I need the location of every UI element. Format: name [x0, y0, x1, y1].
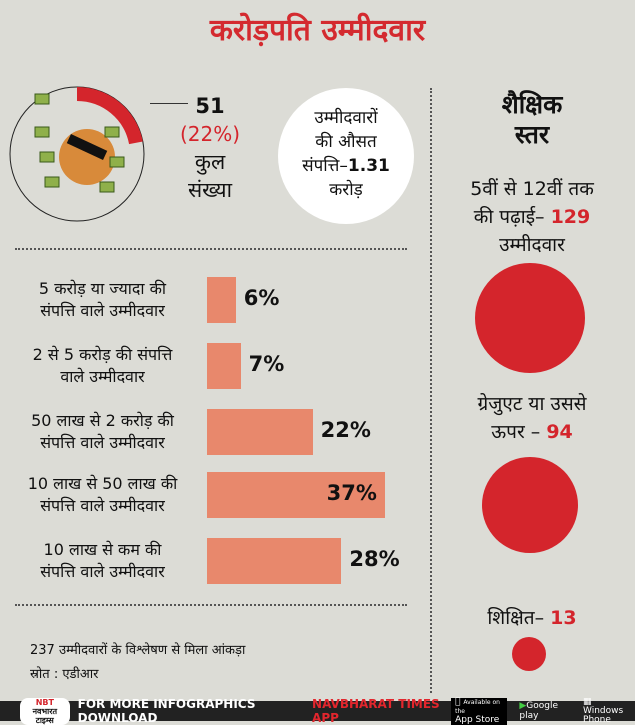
bar-category-label: 5 करोड़ या ज्यादा की संपत्ति वाले उम्मीदव… — [5, 278, 200, 322]
category-line: 10 लाख से 50 लाख की — [27, 474, 178, 493]
bar-value-label: 22% — [320, 418, 371, 442]
divider — [15, 604, 407, 606]
bar — [207, 277, 236, 323]
appstore-label: App Store — [455, 710, 499, 725]
bar-value-label: 37% — [326, 481, 377, 505]
bar-value-label: 7% — [248, 352, 285, 376]
connector-line — [150, 103, 188, 104]
count-percent: (22%) — [179, 122, 241, 146]
category-line: 10 लाख से कम की — [43, 540, 162, 559]
bar — [207, 472, 385, 518]
average-text: संपत्ति– — [302, 156, 348, 176]
count-value: 51 — [195, 94, 225, 118]
logo-text: NBT — [35, 697, 54, 707]
circle-12th — [475, 263, 585, 373]
edu-text: शिक्षित– — [487, 607, 545, 629]
count-summary: 51 (22%) कुल संख्या — [170, 92, 250, 204]
apple-icon:  — [455, 697, 460, 707]
bar-category-label: 10 लाख से 50 लाख की संपत्ति वाले उम्मीदवा… — [5, 473, 200, 517]
appstore-small: Available on the — [455, 694, 500, 715]
average-text: की औसत — [315, 132, 377, 152]
bar-category-label: 10 लाख से कम की संपत्ति वाले उम्मीदवार — [5, 539, 200, 583]
average-text: उम्मीदवारों — [314, 108, 378, 128]
education-item-literate: शिक्षित– 13 — [432, 604, 632, 632]
page-title: करोड़पति उम्मीदवार — [209, 13, 426, 48]
education-heading-line: स्तर — [514, 120, 550, 149]
edu-value: 13 — [550, 607, 577, 629]
category-line: संपत्ति वाले उम्मीदवार — [40, 496, 165, 515]
money-bundles-icon — [34, 93, 125, 193]
windows-icon: ▦ — [582, 696, 592, 707]
divider — [15, 248, 407, 250]
edu-text: की पढ़ाई– — [473, 206, 545, 228]
category-line: 2 से 5 करोड़ की संपत्ति — [32, 345, 173, 364]
education-item-12th: 5वीं से 12वीं तक की पढ़ाई– 129 उम्मीदवार — [432, 175, 632, 259]
bar — [207, 409, 313, 455]
windows-phone-button[interactable]: ▦ Windows Phone — [582, 696, 627, 725]
bar-value-label: 6% — [243, 286, 280, 310]
bar-value-label: 28% — [349, 547, 400, 571]
source: स्रोत : एडीआर — [30, 667, 99, 682]
count-label: संख्या — [187, 178, 233, 202]
average-value: 1.31 — [347, 156, 390, 176]
circle-literate — [512, 637, 546, 671]
average-asset-badge: उम्मीदवारों की औसत संपत्ति–1.31 करोड़ — [278, 88, 414, 224]
nbt-logo[interactable]: NBT नवभारत टाइम्स — [20, 697, 70, 725]
note: 237 उम्मीदवारों के विश्लेषण से मिला आंकड… — [30, 643, 246, 658]
category-line: वाले उम्मीदवार — [60, 367, 145, 386]
category-line: संपत्ति वाले उम्मीदवार — [40, 433, 165, 452]
footer-banner: NBT नवभारत टाइम्स FOR MORE INFOGRAPHICS D… — [0, 697, 635, 725]
logo-text: नवभारत टाइम्स — [32, 706, 58, 725]
count-label: कुल — [194, 150, 226, 174]
windows-label: Windows — [582, 705, 623, 716]
category-line: संपत्ति वाले उम्मीदवार — [40, 301, 165, 320]
circle-graduate — [482, 457, 578, 553]
ring-illustration — [9, 86, 145, 222]
bar — [207, 538, 342, 584]
category-line: 50 लाख से 2 करोड़ की — [31, 411, 174, 430]
windows-label: Phone — [582, 714, 611, 725]
category-line: 5 करोड़ या ज्यादा की — [38, 279, 167, 298]
google-play-button[interactable]: ▶Google play — [519, 701, 571, 721]
education-item-graduate: ग्रेजुएट या उससे ऊपर – 94 — [432, 390, 632, 446]
share-arc — [76, 87, 143, 145]
edu-value: 94 — [546, 421, 573, 443]
edu-text: 5वीं से 12वीं तक — [470, 178, 594, 200]
play-icon: ▶ — [518, 701, 526, 711]
bar — [207, 343, 241, 389]
bar-category-label: 50 लाख से 2 करोड़ की संपत्ति वाले उम्मीदव… — [5, 410, 200, 454]
edu-value: 129 — [550, 206, 591, 228]
edu-text: ऊपर – — [491, 421, 541, 443]
divider — [430, 88, 432, 693]
category-line: संपत्ति वाले उम्मीदवार — [40, 562, 165, 581]
edu-text: ग्रेजुएट या उससे — [477, 393, 587, 415]
edu-text: उम्मीदवार — [499, 234, 565, 256]
education-heading-line: शैक्षिक — [501, 90, 563, 119]
bar-category-label: 2 से 5 करोड़ की संपत्ति वाले उम्मीदवार — [5, 344, 200, 388]
education-heading: शैक्षिक स्तर — [432, 90, 632, 150]
average-text: करोड़ — [329, 180, 363, 200]
googleplay-label: Google play — [518, 701, 558, 721]
